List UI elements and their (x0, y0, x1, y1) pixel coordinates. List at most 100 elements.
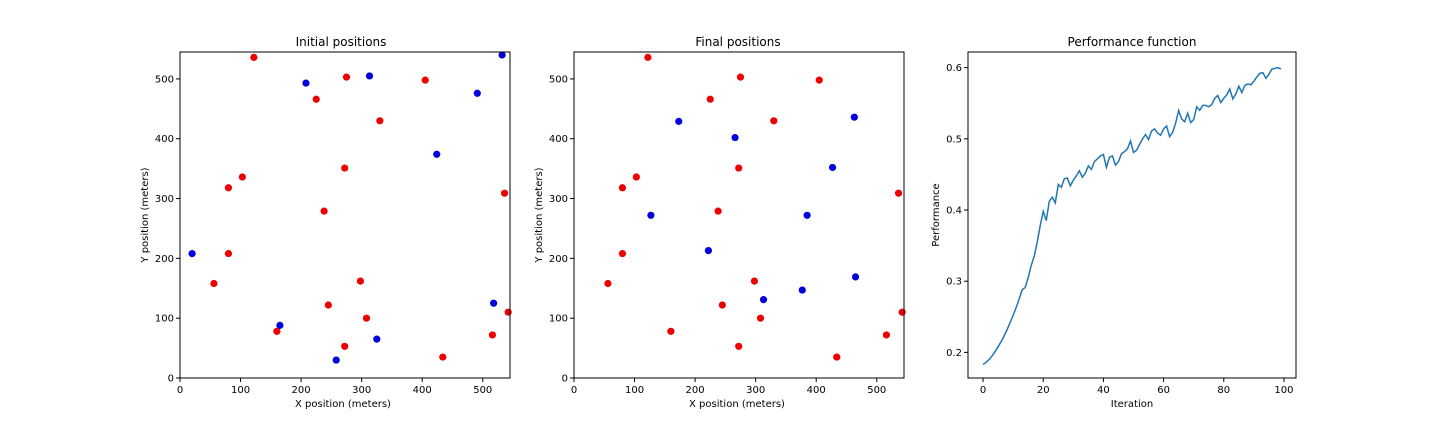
red-point (210, 279, 218, 288)
performance-panel: Performance function 0 20 40 60 80 1000.20.30… (931, 35, 1297, 410)
blue-point (490, 299, 498, 307)
blue-point (373, 335, 381, 343)
red-point (894, 189, 903, 197)
x-tick-label: 400 (413, 385, 432, 396)
red-point (500, 189, 509, 197)
y-tick-label: 0.4 (946, 206, 962, 217)
red-point (770, 117, 778, 125)
x-tick-label: 300 (746, 385, 765, 396)
axis-ticks: 0 20 40 60 80 100 0.2 0.3 0.4 0.5 0.6 (946, 63, 1293, 396)
blue-point (850, 113, 858, 121)
x-tick-label: 100 (1274, 385, 1293, 396)
y-tick-label: 0 (168, 374, 174, 385)
red-point (324, 301, 332, 309)
blue-point (365, 72, 374, 80)
y-tick-label: 500 (549, 74, 568, 85)
final-positions-panel: Final positions 0 100 200 300 400 500 0 100 200 3… (534, 35, 906, 410)
red-point (644, 53, 652, 61)
scatter-points (604, 53, 906, 361)
blue-point (302, 79, 310, 87)
blue-point (803, 211, 811, 219)
red-point (504, 308, 512, 316)
plot-frame (967, 51, 1297, 379)
x-tick-label: 100 (231, 385, 250, 396)
x-tick-label: 0 (177, 385, 183, 396)
red-point (320, 207, 328, 215)
y-tick-label: 300 (549, 194, 568, 205)
y-tick-label: 0 (562, 374, 568, 385)
x-tick-label: 40 (1097, 385, 1110, 396)
performance-series-line (982, 66, 1282, 366)
blue-point (759, 296, 768, 304)
y-tick-label: 400 (155, 134, 174, 145)
red-point (735, 342, 743, 350)
y-tick-label: 400 (549, 134, 568, 145)
axis-ticks: 0 100 200 300 400 500 0 100 200 300 400 500 (155, 74, 492, 396)
red-point (736, 73, 745, 81)
x-tick-label: 200 (686, 385, 705, 396)
x-tick-label: 300 (352, 385, 371, 396)
blue-point (332, 356, 340, 364)
blue-point (473, 89, 481, 97)
chart-title: Initial positions (296, 35, 387, 49)
red-point (224, 249, 233, 258)
red-point (238, 173, 246, 181)
y-tick-label: 200 (549, 254, 568, 265)
y-tick-label: 200 (155, 254, 174, 265)
red-point (735, 164, 743, 172)
blue-point (828, 163, 837, 172)
x-tick-label: 0 (571, 385, 577, 396)
red-point (632, 173, 640, 181)
y-tick-label: 0.6 (946, 63, 962, 74)
red-point (341, 342, 349, 350)
red-point (250, 53, 258, 61)
x-tick-label: 500 (473, 385, 492, 396)
blue-point (433, 150, 441, 158)
x-axis-label: X position (meters) (295, 399, 391, 410)
red-point (815, 76, 823, 84)
red-point (667, 327, 675, 335)
blue-point (498, 51, 506, 59)
red-point (618, 249, 627, 258)
x-tick-label: 400 (807, 385, 826, 396)
axis-ticks: 0 100 200 300 400 500 0 100 200 300 400 500 (549, 74, 886, 396)
red-point (898, 308, 906, 316)
y-tick-label: 0.2 (946, 348, 962, 359)
x-tick-label: 80 (1217, 385, 1230, 396)
x-tick-label: 200 (292, 385, 311, 396)
x-tick-label: 20 (1037, 385, 1050, 396)
red-point (341, 164, 349, 172)
blue-point (276, 321, 284, 329)
red-point (750, 277, 759, 285)
y-tick-label: 100 (549, 314, 568, 325)
red-point (439, 353, 447, 361)
x-tick-label: 0 (980, 385, 986, 396)
red-point (882, 331, 891, 339)
y-axis-label: Performance (931, 183, 942, 246)
chart-title: Final positions (695, 35, 780, 49)
plot-frame (573, 51, 905, 379)
red-point (706, 95, 714, 103)
scatter-points (188, 51, 512, 364)
y-tick-label: 0.3 (946, 277, 962, 288)
blue-point (675, 117, 683, 125)
x-axis-label: X position (meters) (689, 399, 785, 410)
y-tick-label: 500 (155, 74, 174, 85)
blue-point (798, 286, 806, 294)
red-point (342, 73, 351, 81)
red-point (273, 327, 281, 335)
x-tick-label: 100 (625, 385, 644, 396)
red-point (618, 184, 627, 192)
red-point (756, 314, 765, 322)
red-point (833, 353, 841, 361)
initial-positions-panel: Initial positions 0 100 200 300 400 500 0 100 20… (140, 35, 512, 410)
x-tick-label: 500 (867, 385, 886, 396)
y-axis-label: Y position (meters) (140, 167, 151, 263)
x-axis-label: Iteration (1111, 399, 1153, 410)
red-point (356, 277, 365, 285)
red-point (488, 331, 497, 339)
x-tick-label: 60 (1157, 385, 1170, 396)
blue-point (704, 246, 713, 255)
red-point (718, 301, 726, 309)
